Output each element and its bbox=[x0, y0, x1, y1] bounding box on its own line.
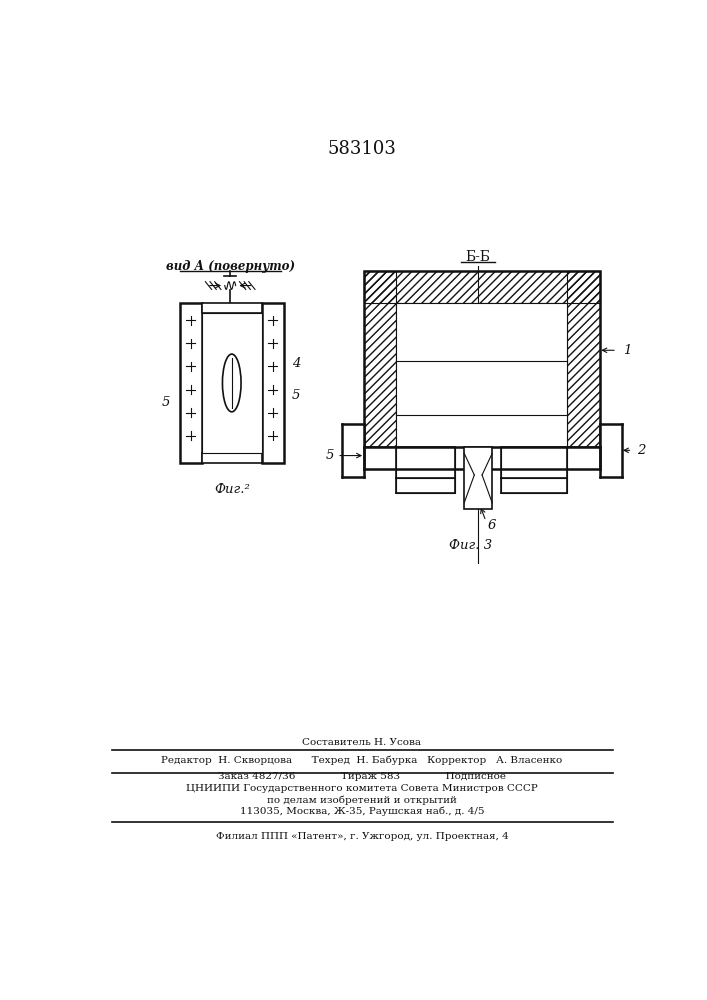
Text: 5: 5 bbox=[162, 396, 170, 409]
Text: 583103: 583103 bbox=[327, 140, 397, 158]
Bar bbox=[363, 271, 600, 303]
Bar bbox=[363, 447, 600, 469]
Bar bbox=[501, 447, 567, 478]
Text: Редактор  Н. Скворцова      Техред  Н. Бабурка   Корректор   А. Власенко: Редактор Н. Скворцова Техред Н. Бабурка … bbox=[161, 756, 563, 765]
Bar bbox=[600, 424, 621, 477]
Text: вид А (повернуто): вид А (повернуто) bbox=[165, 260, 295, 273]
Bar bbox=[341, 424, 363, 477]
Text: 6: 6 bbox=[488, 519, 496, 532]
Bar bbox=[201, 453, 262, 463]
Text: 5: 5 bbox=[292, 389, 300, 402]
Ellipse shape bbox=[223, 354, 241, 412]
Text: 4: 4 bbox=[292, 357, 300, 370]
Bar bbox=[396, 447, 455, 478]
Text: Фиг. 3: Фиг. 3 bbox=[449, 539, 492, 552]
Bar bbox=[180, 303, 201, 463]
Text: Заказ 4827/36              Тираж 583              Подписное: Заказ 4827/36 Тираж 583 Подписное bbox=[218, 772, 506, 781]
Text: Фиг.²: Фиг.² bbox=[214, 483, 250, 496]
Bar bbox=[567, 271, 600, 447]
Text: 113035, Москва, Ж-35, Раушская наб., д. 4/5: 113035, Москва, Ж-35, Раушская наб., д. … bbox=[240, 807, 484, 816]
Text: 5: 5 bbox=[326, 449, 334, 462]
Text: Б-Б: Б-Б bbox=[466, 250, 491, 264]
Bar bbox=[396, 447, 455, 478]
Bar bbox=[600, 424, 621, 477]
Text: 2: 2 bbox=[637, 444, 645, 457]
Bar bbox=[363, 447, 600, 469]
Bar bbox=[464, 447, 492, 509]
Bar bbox=[396, 478, 455, 493]
Bar bbox=[501, 478, 567, 493]
Bar bbox=[201, 312, 262, 453]
Bar bbox=[201, 303, 262, 312]
Bar bbox=[501, 478, 567, 493]
Text: по делам изобретений и открытий: по делам изобретений и открытий bbox=[267, 795, 457, 805]
Bar bbox=[396, 478, 455, 493]
Bar bbox=[501, 447, 567, 478]
Text: 1: 1 bbox=[623, 344, 631, 357]
Bar bbox=[341, 424, 363, 477]
Bar bbox=[262, 303, 284, 463]
Text: Филиал ППП «Патент», г. Ужгород, ул. Проектная, 4: Филиал ППП «Патент», г. Ужгород, ул. Про… bbox=[216, 832, 508, 841]
Bar bbox=[396, 303, 567, 447]
Bar bbox=[363, 271, 600, 447]
Bar bbox=[363, 271, 396, 447]
Text: Составитель Н. Усова: Составитель Н. Усова bbox=[303, 738, 421, 747]
Text: ЦНИИПИ Государственного комитета Совета Министров СССР: ЦНИИПИ Государственного комитета Совета … bbox=[186, 784, 538, 793]
